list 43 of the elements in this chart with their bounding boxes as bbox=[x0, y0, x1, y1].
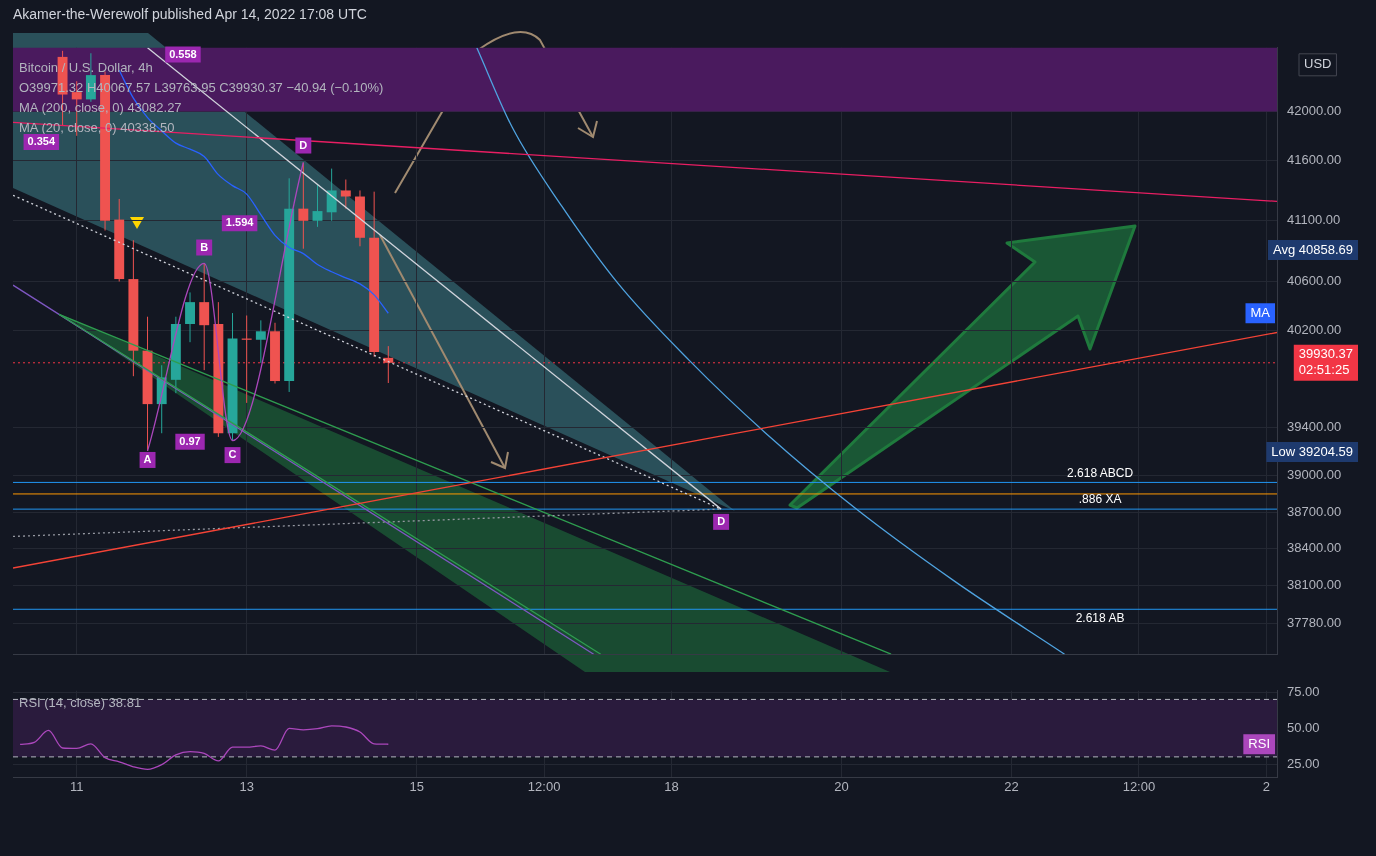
y-tick-label: 25.00 bbox=[1287, 755, 1320, 771]
x-tick-label: 11 bbox=[69, 779, 84, 795]
y-axis-title: USD bbox=[1304, 56, 1332, 72]
text: MA bbox=[1250, 304, 1271, 320]
y-tick-label: 39400.00 bbox=[1287, 418, 1342, 434]
annotation: Low 39204.59 bbox=[1271, 443, 1354, 459]
annotation: 1.594 bbox=[225, 216, 255, 229]
y-tick-label: 38100.00 bbox=[1287, 576, 1342, 592]
ref-line-label: .886 XA bbox=[1078, 492, 1122, 507]
y-tick-label: 75.00 bbox=[1287, 683, 1320, 699]
annotation: Avg 40858.69 bbox=[1273, 241, 1353, 257]
x-tick-label: 12:00 bbox=[1122, 779, 1156, 795]
annotation: D bbox=[717, 514, 726, 527]
y-tick-label: 41100.00 bbox=[1287, 212, 1341, 228]
x-tick-label: 12:00 bbox=[527, 779, 561, 795]
y-tick-label: 50.00 bbox=[1287, 719, 1320, 735]
y-tick-label: 37780.00 bbox=[1287, 615, 1342, 631]
y-tick-label: 38700.00 bbox=[1287, 503, 1342, 519]
annotation: B bbox=[200, 240, 209, 253]
chart-subtitle: RSI (14, close) 38.81 bbox=[19, 695, 142, 711]
x-tick-label: 2 bbox=[1262, 779, 1270, 795]
y-tick-label: 40600.00 bbox=[1287, 273, 1342, 289]
y-tick-label: 40200.00 bbox=[1287, 321, 1342, 337]
ref-line-label: 2.618 AB bbox=[1075, 610, 1125, 625]
annotation: D bbox=[299, 138, 308, 151]
x-tick-label: 13 bbox=[239, 779, 254, 795]
y-tick-label: 42000.00 bbox=[1287, 103, 1342, 119]
x-tick-label: 22 bbox=[1004, 779, 1019, 795]
y-tick-label: 39000.00 bbox=[1287, 467, 1342, 483]
x-tick-label: 15 bbox=[409, 779, 424, 795]
y-tick-label: 41600.00 bbox=[1287, 151, 1342, 167]
ref-line-label: 2.618 ABCD bbox=[1067, 465, 1134, 480]
annotation: C bbox=[228, 448, 237, 461]
ref-line-label: 39930.37 02:51:25 bbox=[1298, 346, 1354, 378]
y-tick-label: 38400.00 bbox=[1287, 540, 1342, 556]
annotation: 0.354 bbox=[27, 134, 56, 147]
annotation: 0.558 bbox=[169, 47, 197, 60]
x-tick-label: 20 bbox=[834, 779, 849, 795]
text: RSI bbox=[1248, 735, 1270, 751]
annotation: 0.97 bbox=[179, 434, 201, 447]
chart-title: Akamer-the-Werewolf published Apr 14, 2022 17:08 UTC bbox=[13, 6, 367, 22]
x-tick-label: 18 bbox=[664, 779, 679, 795]
annotation: A bbox=[143, 452, 152, 465]
